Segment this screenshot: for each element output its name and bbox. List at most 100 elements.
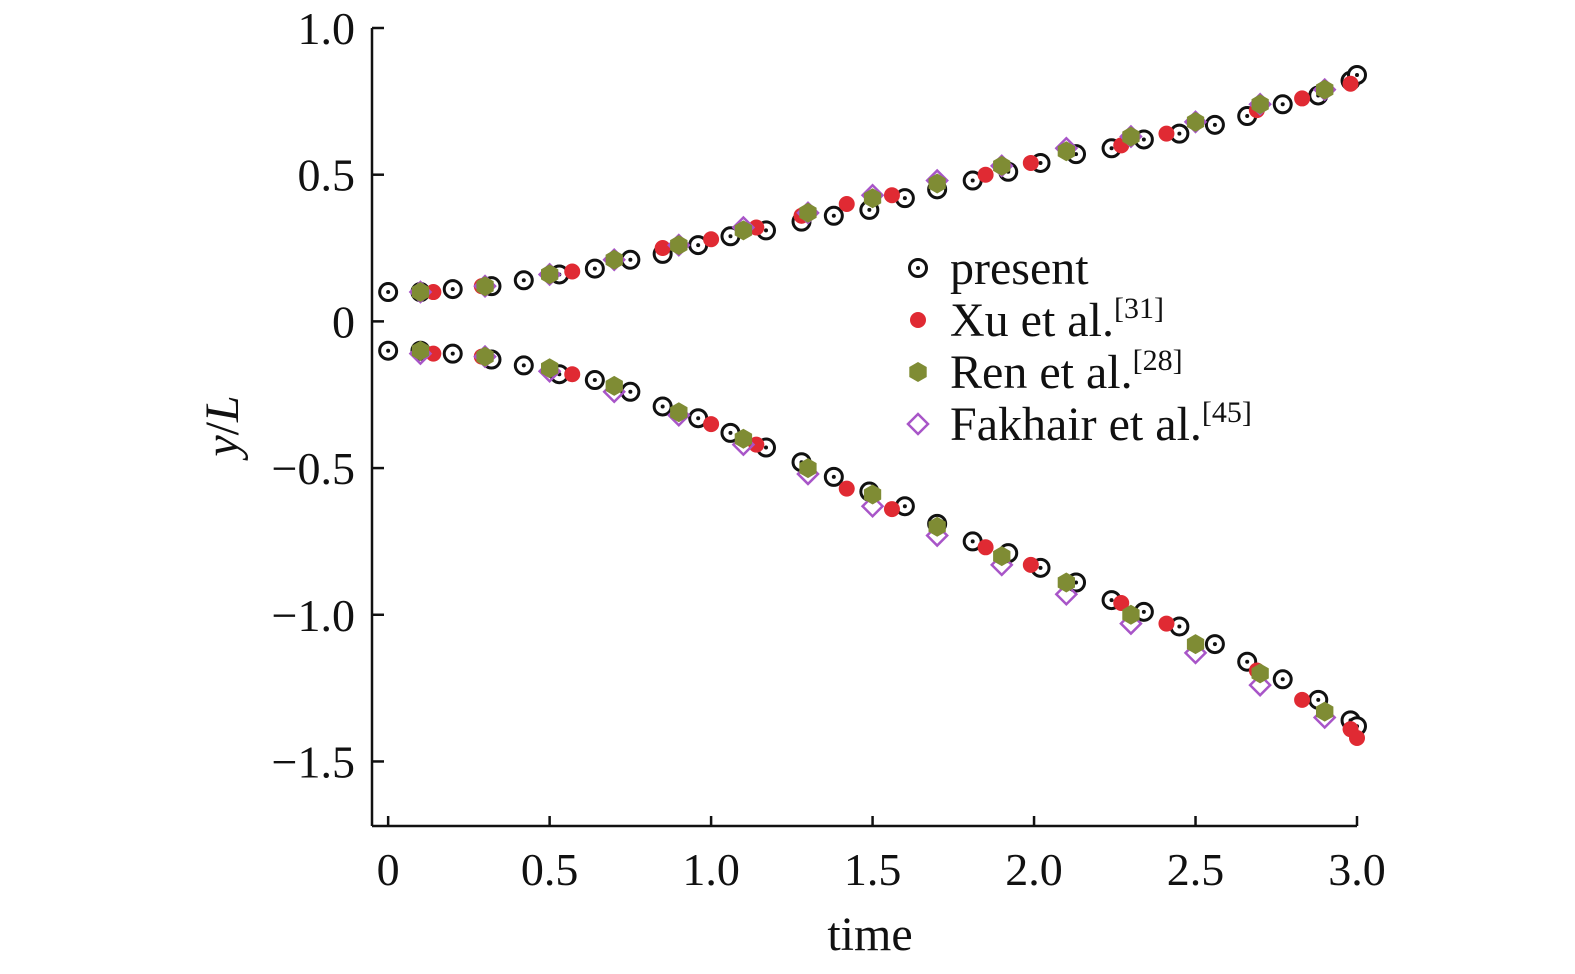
legend-marker-open-diamond (906, 412, 930, 436)
data-point-filled-hexagon (993, 546, 1011, 567)
data-point-filled-circle (564, 366, 581, 383)
data-point-filled-circle (425, 284, 442, 301)
data-point-filled-hexagon (605, 375, 623, 396)
data-point-circle-dot (442, 343, 463, 364)
data-point-filled-circle (883, 187, 900, 204)
legend-label: Fakhair et al. (950, 398, 1202, 451)
axes (370, 28, 1357, 828)
data-point-filled-circle (1342, 75, 1359, 92)
data-point-filled-hexagon (605, 249, 623, 270)
data-point-filled-circle (425, 345, 442, 362)
data-point-filled-hexagon (1122, 604, 1140, 625)
x-tick-label: 2.0 (1005, 844, 1063, 895)
y-tick-label: −0.5 (272, 443, 355, 494)
data-point-circle-dot (1204, 634, 1225, 655)
data-point-filled-hexagon (928, 516, 946, 537)
x-tick-label: 3.0 (1328, 844, 1386, 895)
legend-entry: Ren et al.[28] (950, 344, 1183, 399)
data-point-filled-circle (703, 416, 720, 433)
data-point-filled-hexagon (993, 155, 1011, 176)
data-point-filled-hexagon (411, 340, 430, 361)
legend-marker-circle-dot (908, 258, 928, 278)
ticks: 0 0.5 1.0 1.5 2.0 2.5 3.0 1.0 0.5 0 −0.5 −1.0 −1.5 (272, 3, 1386, 895)
data-points (378, 64, 1367, 746)
data-point-filled-circle (1022, 154, 1039, 171)
legend-label: Xu et al. (950, 294, 1114, 347)
data-point-filled-circle (838, 196, 855, 213)
data-point-circle-dot (584, 258, 605, 279)
data-point-filled-circle (1349, 729, 1365, 746)
legend-entry: Xu et al.[31] (950, 292, 1164, 347)
data-point-filled-hexagon (1316, 701, 1334, 722)
legend-reference: [31] (1114, 292, 1164, 325)
data-point-filled-circle (838, 480, 855, 497)
data-point-filled-hexagon (734, 428, 753, 449)
data-point-circle-dot (513, 270, 534, 291)
data-point-filled-circle (1294, 691, 1311, 708)
data-point-circle-dot (442, 279, 463, 300)
data-point-circle-dot (823, 466, 844, 487)
legend-marker-filled-hexagon (909, 362, 927, 382)
legend-label: present (950, 242, 1089, 295)
data-point-filled-hexagon (476, 346, 494, 367)
data-point-filled-hexagon (1057, 572, 1075, 593)
data-point-filled-hexagon (476, 276, 494, 297)
data-point-open-diamond (1248, 673, 1272, 697)
data-point-circle-dot (584, 370, 605, 391)
data-point-filled-circle (654, 240, 671, 257)
data-point-filled-hexagon (1251, 94, 1269, 115)
data-point-circle-dot (1272, 669, 1293, 690)
legend-entry: Fakhair et al.[45] (950, 396, 1252, 451)
data-point-filled-hexagon (541, 264, 559, 285)
data-point-filled-circle (1294, 90, 1311, 107)
data-point-filled-hexagon (1186, 111, 1205, 132)
data-point-filled-hexagon (411, 282, 430, 302)
data-point-filled-circle (748, 436, 765, 453)
legend-reference: [45] (1202, 396, 1252, 429)
legend-reference: [28] (1133, 344, 1183, 377)
y-tick-label: −1.5 (272, 736, 355, 787)
data-point-filled-hexagon (1122, 126, 1140, 147)
x-tick-label: 1.0 (682, 844, 740, 895)
data-point-filled-circle (977, 539, 994, 556)
legend-marker-filled-circle (910, 312, 926, 328)
data-point-circle-dot (513, 355, 534, 376)
y-axis-title-separator: / (196, 421, 249, 435)
data-point-circle-dot (1204, 114, 1225, 135)
data-point-filled-circle (1113, 595, 1130, 612)
data-point-filled-hexagon (1316, 79, 1334, 100)
data-point-filled-circle (883, 501, 900, 518)
data-point-filled-hexagon (928, 173, 946, 194)
x-tick-label: 2.5 (1167, 844, 1225, 895)
data-point-filled-hexagon (863, 188, 882, 209)
data-point-circle-dot (378, 340, 399, 361)
y-axis-title: y/L (196, 395, 249, 461)
data-point-filled-hexagon (734, 220, 753, 241)
data-point-open-diamond (860, 494, 885, 518)
data-point-filled-hexagon (670, 402, 688, 423)
x-tick-label: 0 (377, 844, 400, 895)
data-point-filled-hexagon (1251, 663, 1269, 684)
data-point-circle-dot (378, 282, 399, 303)
data-point-filled-circle (977, 166, 994, 183)
y-tick-label: 0.5 (298, 150, 356, 201)
x-tick-label: 0.5 (521, 844, 579, 895)
legend-label: Ren et al. (950, 346, 1133, 399)
y-axis-title-unit: L (196, 395, 249, 423)
x-tick-label: 1.5 (844, 844, 902, 895)
data-point-filled-hexagon (799, 202, 817, 223)
data-point-circle-dot (620, 381, 641, 402)
x-axis-title: time (827, 908, 912, 961)
data-point-filled-circle (1158, 125, 1175, 142)
y-tick-label: 1.0 (298, 3, 356, 54)
data-point-filled-hexagon (1057, 141, 1075, 162)
data-point-filled-circle (1022, 556, 1039, 573)
data-point-filled-circle (748, 219, 765, 236)
y-axis-title-variable: y (196, 435, 249, 462)
data-point-filled-hexagon (799, 458, 817, 479)
data-point-filled-hexagon (863, 484, 882, 505)
data-point-circle-dot (823, 205, 844, 226)
data-point-filled-circle (564, 263, 581, 280)
data-point-circle-dot (652, 396, 673, 417)
